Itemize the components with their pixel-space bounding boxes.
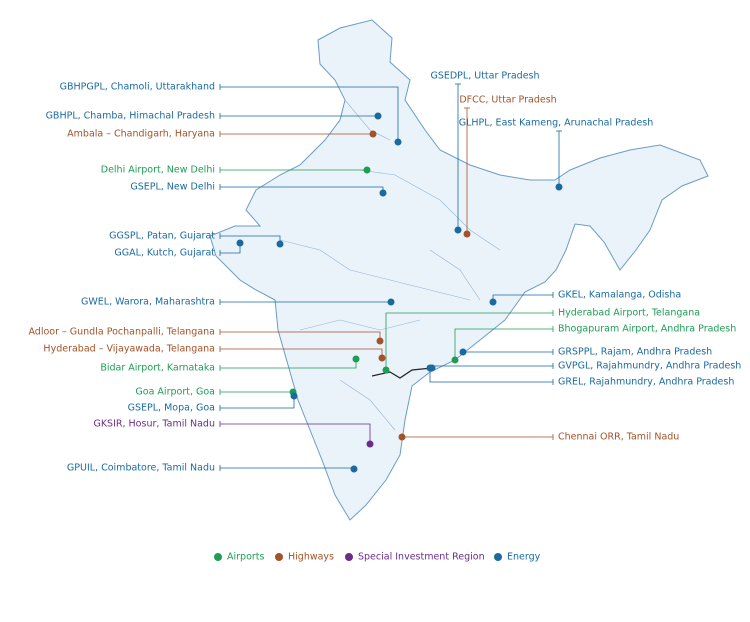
site-label: GSEPL, Mopa, Goa [128, 403, 215, 414]
site-label: GSEDPL, Uttar Pradesh [430, 71, 539, 82]
leader-line [220, 396, 295, 409]
site-dot [366, 440, 374, 448]
site-dot [426, 364, 434, 372]
site-dot [352, 355, 360, 363]
site-label: GSEPL, New Delhi [130, 182, 215, 193]
site-label: Delhi Airport, New Delhi [101, 165, 215, 176]
leader-line [220, 423, 371, 444]
site-dot [236, 239, 244, 247]
site-label: GKSIR, Hosur, Tamil Nadu [93, 419, 215, 430]
legend-dot [494, 553, 502, 561]
site-label: GBHPGPL, Chamoli, Uttarakhand [60, 82, 215, 93]
site-label: GPUIL, Coimbatore, Tamil Nadu [67, 463, 215, 474]
site-label: Bhogapuram Airport, Andhra Pradesh [558, 324, 736, 335]
site-dot [489, 298, 497, 306]
telangana-border [371, 367, 433, 379]
site-label: Ambala – Chandigarh, Haryana [67, 129, 215, 140]
legend-dot [275, 553, 283, 561]
site-dot [369, 130, 377, 138]
site-dot [363, 166, 371, 174]
site-label: Goa Airport, Goa [135, 387, 215, 398]
site-dot [379, 189, 387, 197]
site-dot [398, 433, 406, 441]
site-dot [463, 230, 471, 238]
site-label: Hyderabad – Vijayawada, Telangana [43, 344, 215, 355]
leader-line [454, 328, 553, 360]
legend-label: Special Investment Region [358, 552, 485, 563]
site-dot [276, 240, 284, 248]
legend-label: Highways [288, 552, 334, 563]
legend-label: Energy [507, 552, 541, 563]
site-dot [290, 392, 298, 400]
site-label: GGAL, Kutch, Gujarat [114, 248, 215, 259]
site-dot [459, 348, 467, 356]
site-label: GGSPL, Patan, Gujarat [109, 231, 215, 242]
site-label: Chennai ORR, Tamil Nadu [558, 432, 679, 443]
site-dot [555, 183, 563, 191]
site-label: GREL, Rajahmundry, Andhra Pradesh [558, 377, 734, 388]
site-label: Adloor – Gundla Pochanpalli, Telangana [28, 327, 215, 338]
site-label: GWEL, Warora, Maharashtra [81, 297, 215, 308]
site-dot [451, 356, 459, 364]
legend-dot [345, 553, 353, 561]
site-label: GKEL, Kamalanga, Odisha [558, 290, 681, 301]
site-dot [350, 465, 358, 473]
site-label: Bidar Airport, Karnataka [100, 363, 215, 374]
site-label: GBHPL, Chamba, Himachal Pradesh [46, 111, 215, 122]
site-dot [454, 226, 462, 234]
leader-line [429, 368, 553, 383]
legend-label: Airports [227, 552, 265, 563]
site-label: Hyderabad Airport, Telangana [558, 308, 700, 319]
site-label: GLHPL, East Kameng, Arunachal Pradesh [459, 118, 654, 129]
site-dot [382, 366, 390, 374]
leader-line [385, 312, 553, 370]
legend-dot [214, 553, 222, 561]
site-dot [394, 138, 402, 146]
site-label: GRSPPL, Rajam, Andhra Pradesh [558, 347, 712, 358]
india-outline [209, 19, 709, 521]
leader-line [220, 86, 399, 142]
site-dot [378, 354, 386, 362]
state-borders [279, 99, 501, 431]
site-dot [374, 112, 382, 120]
site-label: DFCC, Uttar Pradesh [459, 95, 556, 106]
site-dot [387, 298, 395, 306]
site-label: GVPGL, Rajahmundry, Andhra Pradesh [558, 361, 741, 372]
site-dot [376, 337, 384, 345]
